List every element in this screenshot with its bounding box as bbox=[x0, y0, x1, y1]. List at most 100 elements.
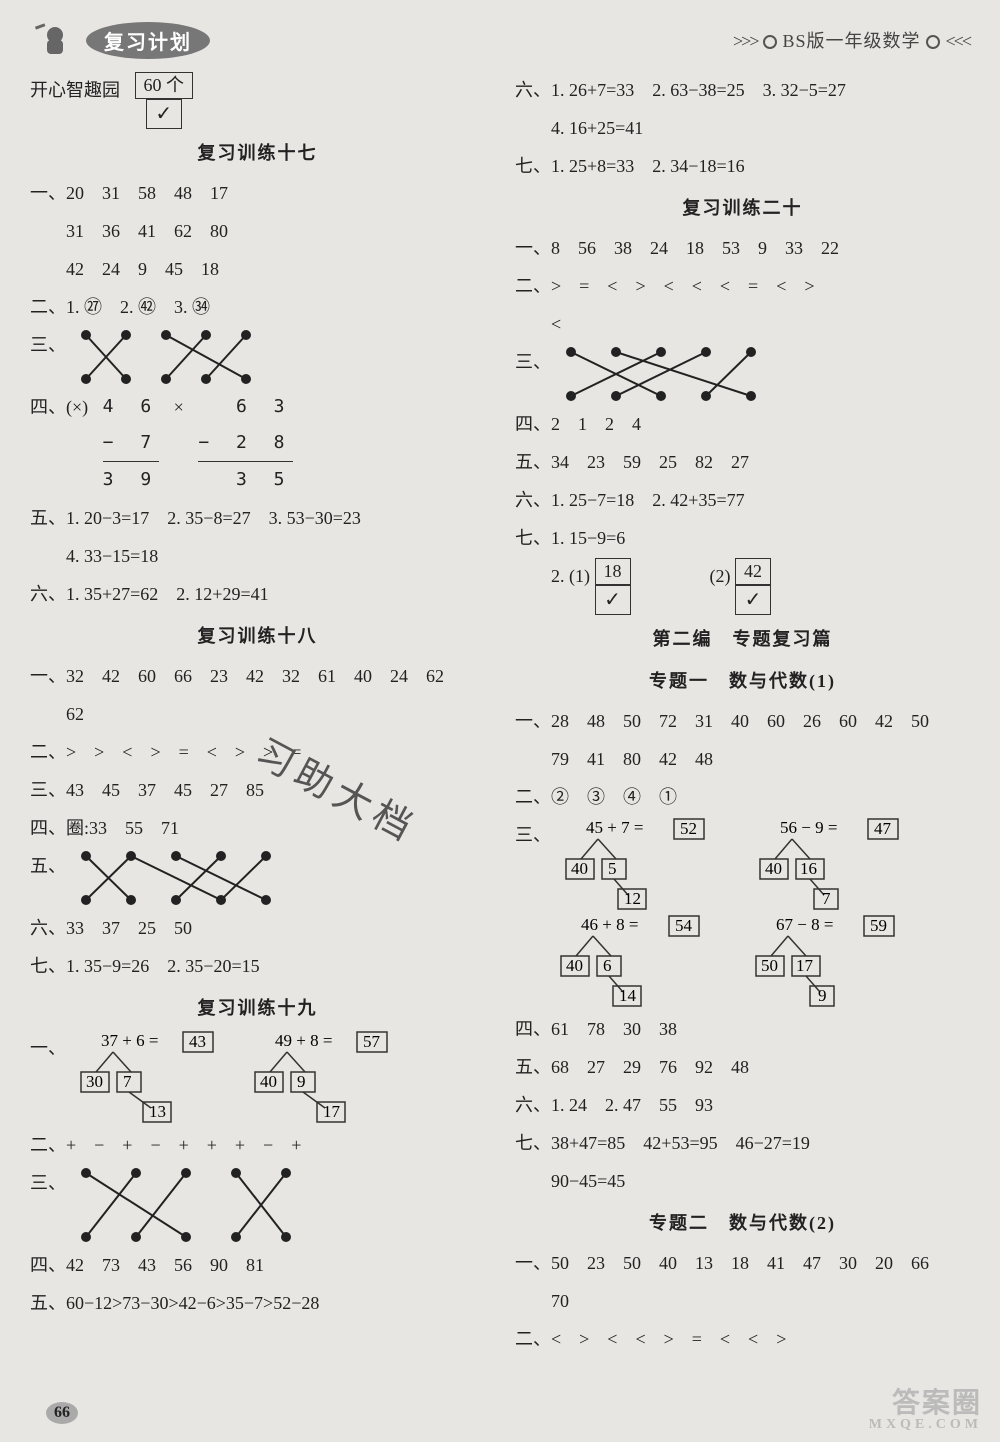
heading-topic1: 专题一 数与代数(1) bbox=[515, 663, 970, 699]
text-line: 一、32 42 60 66 23 42 32 61 40 24 62 bbox=[30, 658, 485, 694]
tree-row-19-1: 一、 37 + 6 = 43 30 7 13 49 + 8 = 57 40 9 bbox=[30, 1030, 485, 1125]
check-icon: ✓ bbox=[146, 99, 182, 129]
text-line: 二、② ③ ④ ① bbox=[515, 779, 970, 815]
text-line: 4. 33−15=18 bbox=[30, 538, 485, 574]
svg-text:40: 40 bbox=[571, 859, 588, 878]
svg-text:5: 5 bbox=[608, 859, 617, 878]
text-line: 42 24 9 45 18 bbox=[30, 251, 485, 287]
text-line: 四、2 1 2 4 bbox=[515, 406, 970, 442]
text-line: 一、28 48 50 72 31 40 60 26 60 42 50 bbox=[515, 703, 970, 739]
heading-part2: 第二编 专题复习篇 bbox=[515, 621, 970, 657]
happy-quiz-row: 开心智趣园 60 个 ✓ bbox=[30, 72, 485, 129]
page-header: 复习计划 >>> BS版一年级数学 <<< bbox=[30, 20, 970, 60]
text-line: 七、1. 35−9=26 2. 35−20=15 bbox=[30, 948, 485, 984]
text-line: 二、> = < > < < < = < > bbox=[515, 268, 970, 304]
match-diagram-17-3: 三、 bbox=[30, 327, 485, 387]
svg-text:9: 9 bbox=[818, 986, 827, 1005]
text-line: 二、< > < < > = < < > bbox=[515, 1321, 970, 1357]
match-diagram-18-5: 五、 bbox=[30, 848, 485, 908]
text-line: 五、1. 20−3=17 2. 35−8=27 3. 53−30=23 bbox=[30, 500, 485, 536]
match-diagram-19-3: 三、 bbox=[30, 1165, 485, 1245]
svg-text:50: 50 bbox=[761, 956, 778, 975]
svg-text:17: 17 bbox=[796, 956, 814, 975]
tree-diagram: 37 + 6 = 43 30 7 13 bbox=[71, 1030, 241, 1125]
box-60: 60 个 bbox=[135, 72, 194, 99]
text-line: 七、1. 25+8=33 2. 34−18=16 bbox=[515, 148, 970, 184]
text-line: 六、1. 35+27=62 2. 12+29=41 bbox=[30, 576, 485, 612]
logo-text: 复习计划 bbox=[86, 22, 210, 59]
text-line: 62 bbox=[30, 696, 485, 732]
text-line: 一、50 23 50 40 13 18 41 47 30 20 66 bbox=[515, 1245, 970, 1281]
tree-diagram: 56 − 9 = 47 40 16 7 bbox=[750, 817, 940, 912]
svg-text:46 + 8 =: 46 + 8 = bbox=[581, 915, 638, 934]
text-line: 五、34 23 59 25 82 27 bbox=[515, 444, 970, 480]
text-line: 六、33 37 25 50 bbox=[30, 910, 485, 946]
svg-text:49 + 8 =: 49 + 8 = bbox=[275, 1031, 332, 1050]
svg-text:47: 47 bbox=[874, 819, 892, 838]
content-columns: 开心智趣园 60 个 ✓ 复习训练十七 一、20 31 58 48 17 31 … bbox=[30, 70, 970, 1359]
svg-text:14: 14 bbox=[619, 986, 637, 1005]
svg-text:57: 57 bbox=[363, 1032, 381, 1051]
text-line: < bbox=[515, 306, 970, 342]
tree-diagram: 46 + 8 = 54 40 6 14 bbox=[551, 914, 741, 1009]
svg-text:30: 30 bbox=[86, 1072, 103, 1091]
text-line: 七、1. 15−9=6 bbox=[515, 520, 970, 556]
page-number: 66 bbox=[46, 1402, 78, 1424]
box-42: 42 bbox=[735, 558, 771, 585]
text-line: 一、8 56 38 24 18 53 9 33 22 bbox=[515, 230, 970, 266]
svg-text:17: 17 bbox=[323, 1102, 341, 1121]
heading-19: 复习训练十九 bbox=[30, 990, 485, 1026]
text-line: 二、+ − + − + + + − + bbox=[30, 1127, 485, 1163]
check-icon: ✓ bbox=[735, 585, 771, 615]
text-line: 四、42 73 43 56 90 81 bbox=[30, 1247, 485, 1283]
svg-text:45 + 7 =: 45 + 7 = bbox=[586, 818, 643, 837]
tree-diagram: 49 + 8 = 57 40 9 17 bbox=[245, 1030, 415, 1125]
svg-text:56 − 9 =: 56 − 9 = bbox=[780, 818, 837, 837]
svg-text:9: 9 bbox=[297, 1072, 306, 1091]
tree-row-zt1-3a: 三、 45 + 7 = 52 40 5 12 56 − 9 = 47 40 16 bbox=[515, 817, 970, 912]
mascot-icon bbox=[30, 20, 80, 60]
text-line: 五、60−12>73−30>42−6>35−7>52−28 bbox=[30, 1285, 485, 1321]
right-column: 六、1. 26+7=33 2. 63−38=25 3. 32−5=27 4. 1… bbox=[515, 70, 970, 1359]
svg-text:40: 40 bbox=[765, 859, 782, 878]
heading-20: 复习训练二十 bbox=[515, 190, 970, 226]
svg-text:40: 40 bbox=[566, 956, 583, 975]
watermark: 答案圈 MXQE.COM bbox=[869, 1390, 982, 1432]
tree-diagram: 45 + 7 = 52 40 5 12 bbox=[556, 817, 746, 912]
svg-text:7: 7 bbox=[123, 1072, 132, 1091]
svg-text:67 − 8 =: 67 − 8 = bbox=[776, 915, 833, 934]
svg-text:40: 40 bbox=[260, 1072, 277, 1091]
text-line: 六、1. 26+7=33 2. 63−38=25 3. 32−5=27 bbox=[515, 72, 970, 108]
svg-text:54: 54 bbox=[675, 916, 693, 935]
text-line: 五、68 27 29 76 92 48 bbox=[515, 1049, 970, 1085]
heading-18: 复习训练十八 bbox=[30, 618, 485, 654]
text-line: 4. 16+25=41 bbox=[515, 110, 970, 146]
box-18: 18 bbox=[595, 558, 631, 585]
text-line: 79 41 80 42 48 bbox=[515, 741, 970, 777]
text-line: 七、38+47=85 42+53=95 46−27=19 bbox=[515, 1125, 970, 1161]
svg-text:52: 52 bbox=[680, 819, 697, 838]
box-answers-row: 2. (1) 18 ✓ (2) 42 ✓ bbox=[515, 558, 970, 615]
text-line: 31 36 41 62 80 bbox=[30, 213, 485, 249]
tree-diagram: 67 − 8 = 59 50 17 9 bbox=[746, 914, 936, 1009]
text-line: 二、1. ㉗ 2. ㊷ 3. ㉞ bbox=[30, 289, 485, 325]
svg-text:12: 12 bbox=[624, 889, 641, 908]
match-diagram-20-3: 三、 bbox=[515, 344, 970, 404]
text-line: 90−45=45 bbox=[515, 1163, 970, 1199]
svg-text:13: 13 bbox=[149, 1102, 166, 1121]
svg-text:43: 43 bbox=[189, 1032, 206, 1051]
logo-left: 复习计划 bbox=[30, 20, 210, 60]
text-line: 一、20 31 58 48 17 bbox=[30, 175, 485, 211]
subtraction-row: 四、(×) 4 6 − 7 3 9 × 6 3 − 2 8 3 5 bbox=[30, 389, 485, 498]
svg-text:6: 6 bbox=[603, 956, 612, 975]
left-column: 开心智趣园 60 个 ✓ 复习训练十七 一、20 31 58 48 17 31 … bbox=[30, 70, 485, 1359]
text-line: 六、1. 24 2. 47 55 93 bbox=[515, 1087, 970, 1123]
heading-topic2: 专题二 数与代数(2) bbox=[515, 1205, 970, 1241]
edition-label: >>> BS版一年级数学 <<< bbox=[733, 27, 970, 53]
check-icon: ✓ bbox=[595, 585, 631, 615]
svg-text:16: 16 bbox=[800, 859, 817, 878]
heading-17: 复习训练十七 bbox=[30, 135, 485, 171]
tree-row-zt1-3b: 46 + 8 = 54 40 6 14 67 − 8 = 59 50 17 bbox=[515, 914, 970, 1009]
text-line: 70 bbox=[515, 1283, 970, 1319]
svg-text:7: 7 bbox=[822, 889, 831, 908]
